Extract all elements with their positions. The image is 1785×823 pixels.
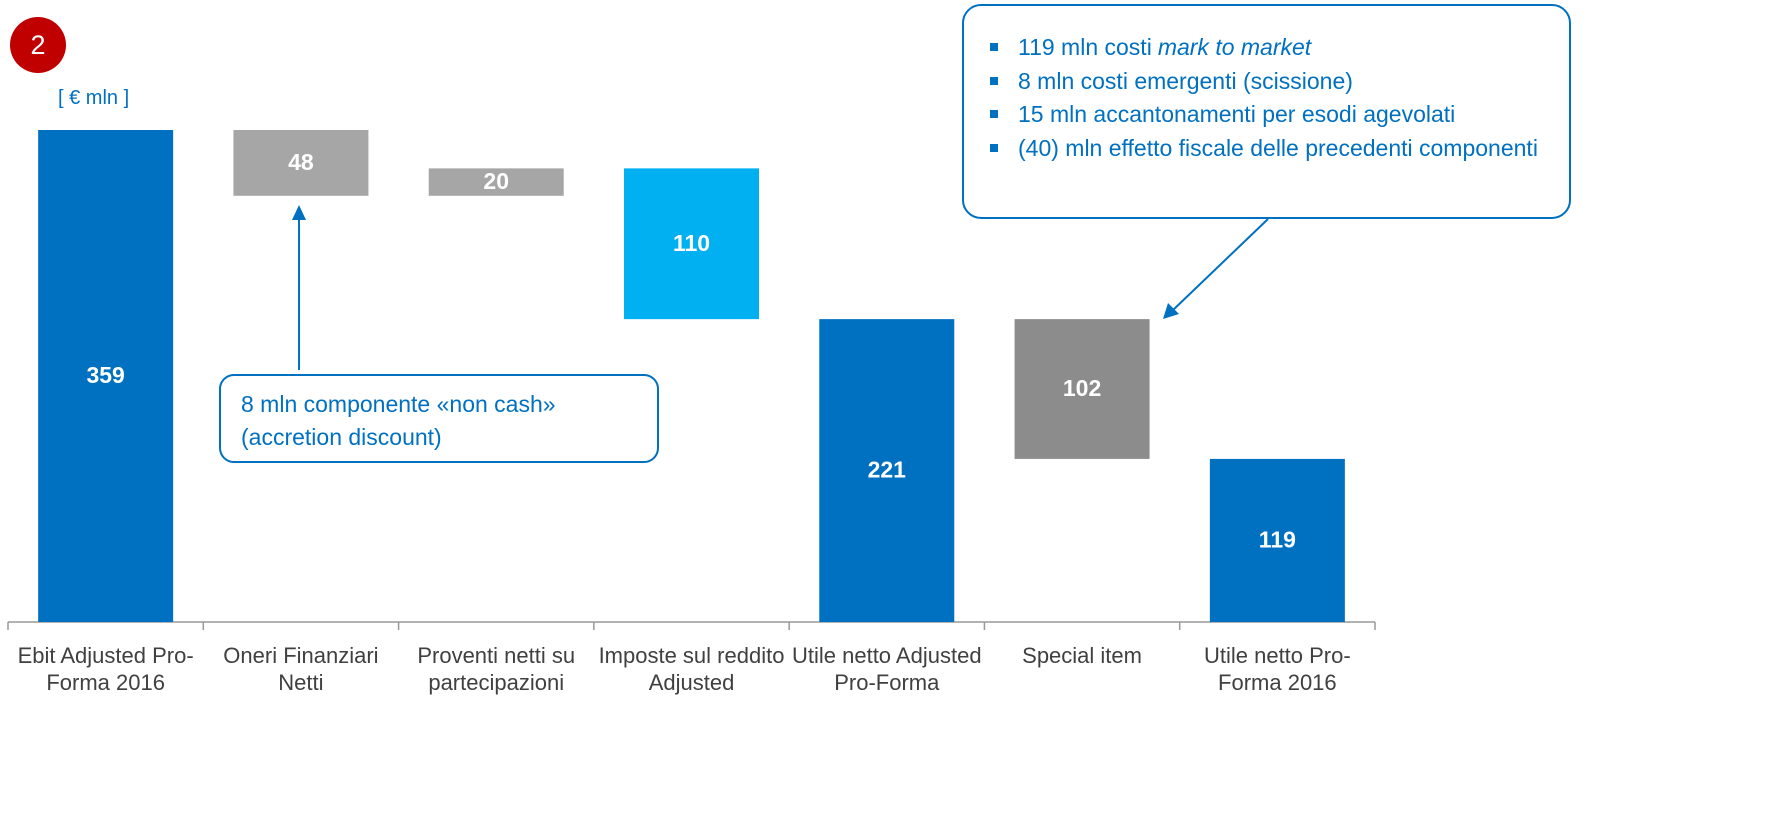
- bullet-item: 15 mln accantonamenti per esodi agevolat…: [988, 98, 1563, 132]
- unit-label: [ € mln ]: [58, 87, 130, 109]
- callout-text: 119 mln costi mark to market 8 mln costi e…: [988, 31, 1563, 165]
- value-label: 221: [868, 457, 907, 483]
- x-tick-label: Special item: [1022, 643, 1142, 668]
- callout-line: 8 mln componente «non cash»: [241, 391, 556, 417]
- value-label: 359: [86, 362, 124, 388]
- badge: 2: [10, 17, 66, 73]
- bar: [819, 319, 955, 622]
- callout-box: [962, 4, 1571, 219]
- bar: [1014, 319, 1150, 459]
- x-tick-label: Oneri Finanziari Netti: [223, 643, 379, 695]
- bar: [1209, 458, 1345, 622]
- arrowhead: [1163, 303, 1179, 319]
- callout-text: 8 mln componente «non cash» (accretion di…: [241, 388, 556, 454]
- x-tick-label: Utile netto Pro-Forma 2016: [1203, 643, 1351, 695]
- value-label: 119: [1259, 527, 1296, 553]
- arrow: [1171, 218, 1269, 312]
- arrowhead: [292, 205, 306, 220]
- callout-line: (accretion discount): [241, 424, 442, 450]
- bar: [624, 168, 759, 320]
- bullet-text: 119 mln costi: [1018, 34, 1152, 60]
- bullet-item: (40) mln effetto fiscale delle precedent…: [988, 132, 1563, 166]
- bullet-list: 119 mln costi mark to market 8 mln costi e…: [988, 31, 1563, 165]
- x-tick-label: Imposte sul reddito Adjusted: [598, 643, 785, 695]
- x-tick-label: Proventi netti su partecipazioni: [417, 643, 576, 695]
- value-label: 110: [673, 230, 710, 256]
- value-label: 20: [483, 168, 509, 194]
- bullet-text: 8 mln costi emergenti (scissione): [1018, 67, 1353, 94]
- bullet-item: 8 mln costi emergenti (scissione): [988, 65, 1563, 99]
- bullet-text: (40) mln effetto fiscale delle precedent…: [1018, 134, 1538, 161]
- bullet-text: 15 mln accantonamenti per esodi agevolat…: [1018, 101, 1456, 127]
- value-label: 102: [1063, 375, 1101, 401]
- x-tick-label: Utile netto Adjusted Pro-Forma: [791, 643, 982, 695]
- value-label: 48: [288, 149, 314, 175]
- x-tick-label: Ebit Adjusted Pro-Forma 2016: [17, 643, 194, 695]
- bullet-item: 119 mln costi mark to market: [988, 31, 1563, 65]
- bullet-text: mark to market: [1157, 34, 1312, 60]
- callout-box: [219, 374, 659, 463]
- bar: [233, 130, 369, 196]
- bar: [38, 130, 174, 622]
- bar: [428, 168, 564, 196]
